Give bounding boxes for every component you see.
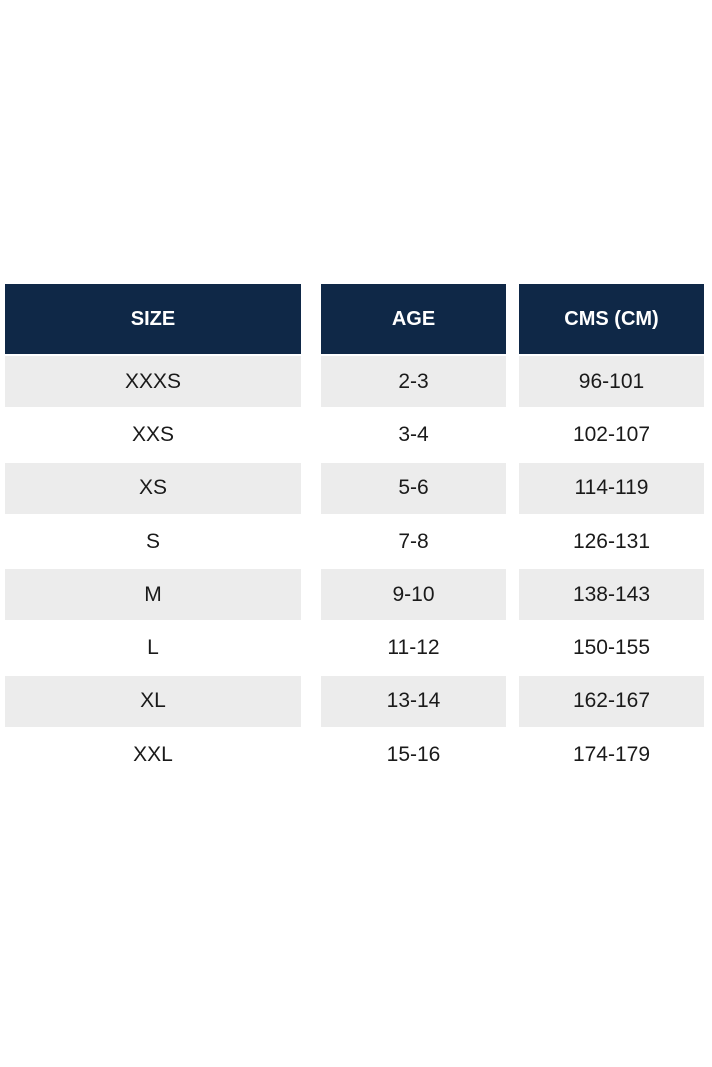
table-cell: M [5,569,301,621]
table-cell: 2-3 [321,356,506,408]
table-cell: 9-10 [321,569,506,621]
table-cell: 102-107 [572,422,651,446]
table-cell: S [145,529,160,553]
table-cell: L [147,636,159,660]
table-cell: 7-8 [398,529,429,553]
header-cell: SIZE [5,284,301,354]
table-cell: 15-16 [386,742,441,766]
table-cell: XL [5,675,301,728]
table-cell: 174-179 [572,742,651,766]
table-cell: 96-101 [519,356,704,408]
table-cell: 11-12 [387,636,440,660]
table-cell: 114-119 [519,462,704,514]
table-cell: XS [5,462,301,514]
table-cell: 5-6 [321,462,506,514]
header-cell: CMS (CM) [519,284,704,354]
table-cell: XXS [131,422,175,446]
header-cell: AGE [321,284,506,354]
table-cell: 162-167 [519,675,704,728]
table-cell: XXXS [5,356,301,408]
table-cell: 150-155 [572,636,651,660]
table-cell: XXL [133,742,173,766]
table-cell: 3-4 [398,422,429,446]
table-cell: 126-131 [572,529,651,553]
table-cell: 13-14 [321,675,506,728]
table-cell: 138-143 [519,569,704,621]
